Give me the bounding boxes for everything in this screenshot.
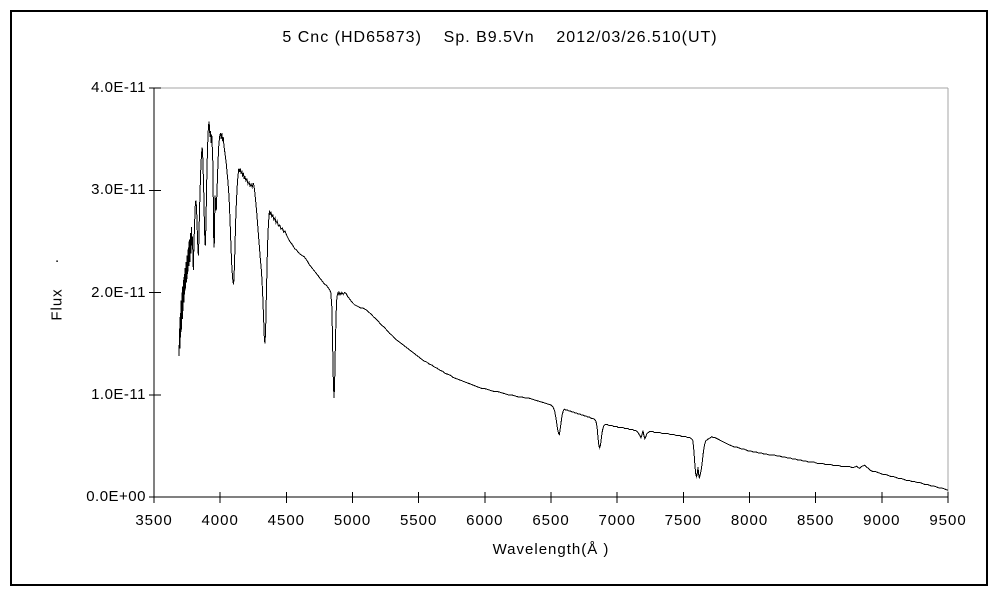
x-tick-label: 4000 [201, 512, 239, 529]
x-tick-label: 8500 [796, 512, 835, 529]
y-tick-label: 1.0E-11 [91, 385, 146, 403]
x-tick-label: 7000 [598, 512, 636, 529]
x-tick-label: 5500 [399, 512, 438, 529]
y-tick-label: 2.0E-11 [91, 283, 146, 301]
y-tick-label: 4.0E-11 [91, 79, 146, 96]
x-tick-label: 5000 [333, 512, 372, 529]
chart-outer-border [10, 10, 988, 586]
x-tick-label: 9500 [929, 512, 967, 529]
x-tick-label: 6000 [466, 512, 504, 529]
x-tick-label: 8000 [730, 512, 769, 529]
x-tick-label: 9000 [863, 512, 901, 529]
y-axis-title-dot: . [55, 249, 60, 266]
spectrum-curve [178, 121, 948, 491]
x-tick-label: 6500 [532, 512, 570, 529]
x-tick-label: 3500 [135, 512, 173, 529]
x-tick-label: 7500 [664, 512, 703, 529]
y-tick-label: 0.0E+00 [86, 488, 146, 505]
y-axis-title: Flux [48, 288, 66, 321]
x-axis-title: Wavelength(Å ) [492, 541, 610, 558]
y-tick-label: 3.0E-11 [91, 181, 146, 199]
x-tick-label: 4500 [267, 512, 306, 529]
chart-title: 5 Cnc (HD65873) Sp. B9.5Vn 2012/03/26.51… [282, 29, 718, 46]
